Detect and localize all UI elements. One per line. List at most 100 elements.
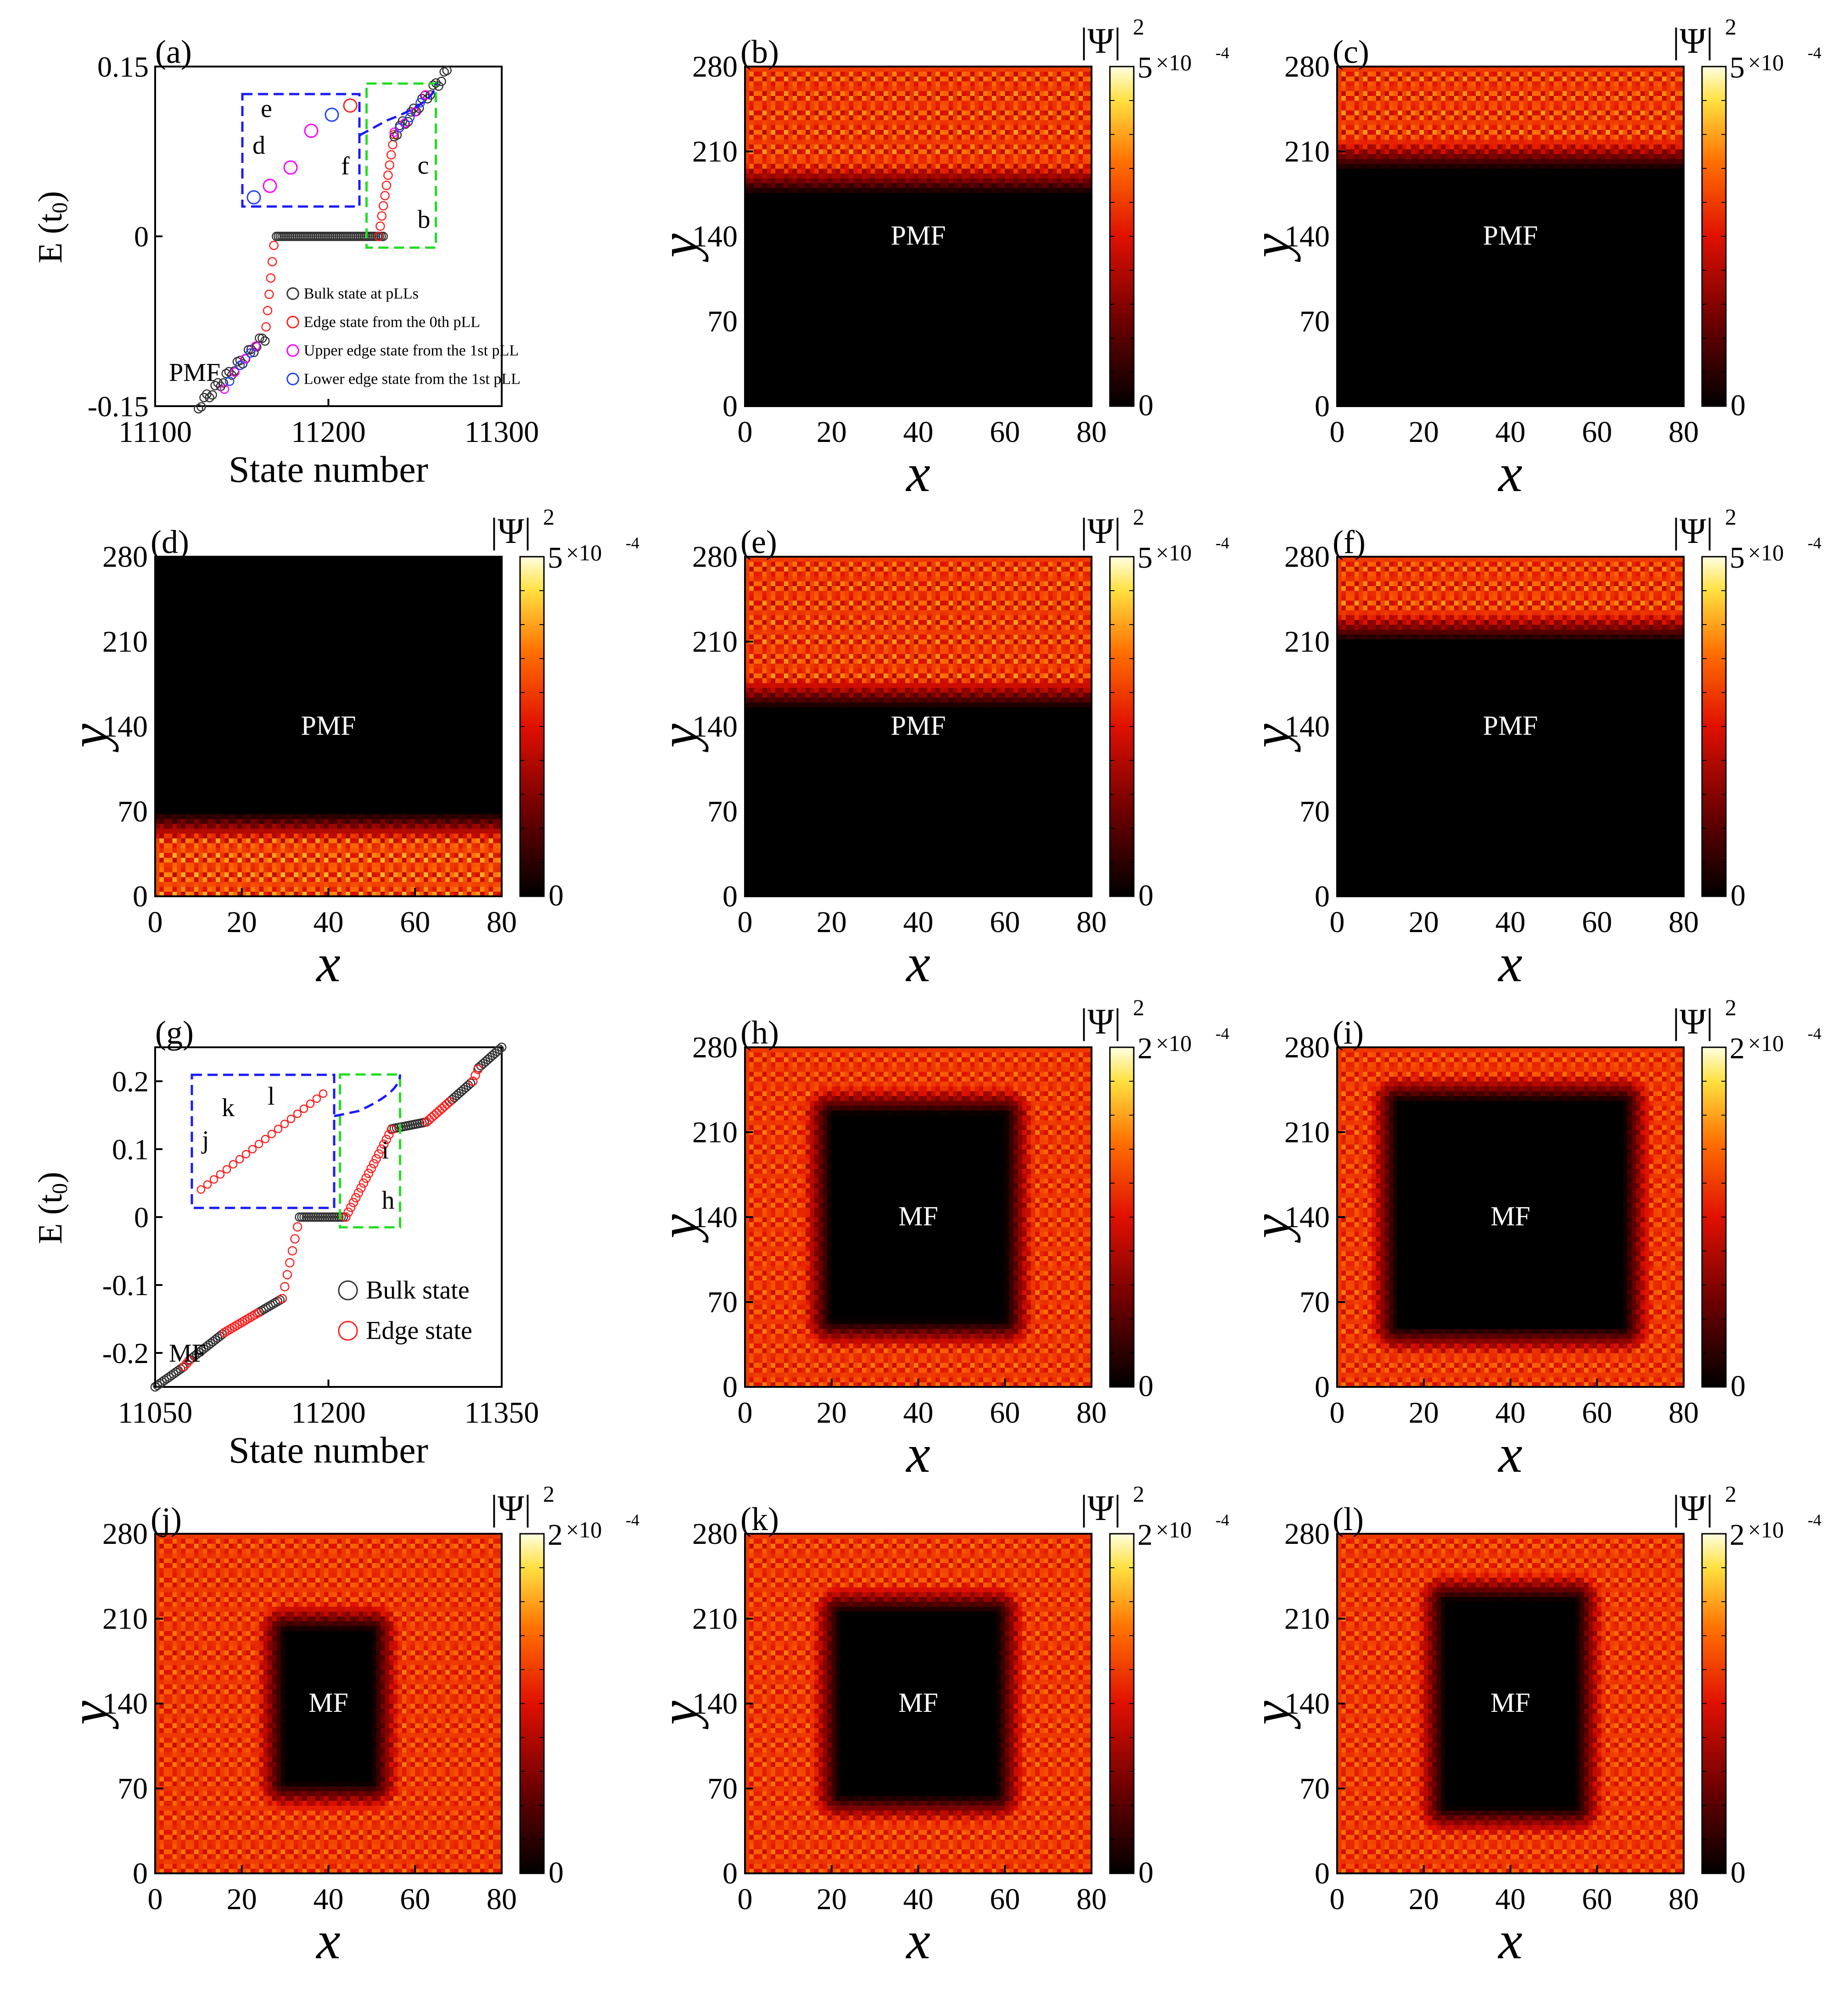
heatmap-cell: [801, 382, 806, 387]
heatmap-cell: [866, 377, 871, 382]
heatmap-cell: [758, 377, 762, 382]
heatmap-cell: [901, 382, 906, 387]
heatmap-cell: [996, 377, 1001, 382]
heatmap-cell: [1018, 377, 1023, 382]
heatmap-cell: [901, 377, 906, 382]
heatmap-cell: [935, 377, 940, 382]
heatmap-cell: [910, 391, 914, 397]
heatmap-cell: [996, 397, 1001, 402]
heatmap-cell: [788, 397, 793, 402]
heatmap-cell: [962, 382, 966, 387]
heatmap-cell: [923, 377, 927, 382]
heatmap-cell: [1074, 397, 1079, 402]
heatmap-cell: [780, 382, 784, 387]
y-tick-label: 0.2: [112, 1065, 149, 1098]
heatmap-cell: [871, 397, 875, 402]
heatmap-cell: [1040, 377, 1044, 382]
heatmap-cell: [1009, 387, 1014, 392]
heatmap-cell: [949, 391, 953, 397]
heatmap-cell: [849, 387, 854, 392]
heatmap-cell: [1057, 387, 1062, 392]
heatmap-cell: [862, 372, 867, 377]
heatmap-cell: [875, 372, 879, 377]
x-tick-label: 11050: [118, 1396, 193, 1430]
heatmap-cell: [754, 387, 758, 392]
heatmap-cell: [1083, 382, 1087, 387]
heatmap-cell: [767, 387, 771, 392]
heatmap-cell: [818, 391, 823, 397]
legend-label: Lower edge state from the 1st pLL: [304, 371, 521, 388]
heatmap-cell: [970, 387, 975, 392]
heatmap-cell: [944, 387, 949, 392]
heatmap-cell: [931, 387, 936, 392]
heatmap-cell: [1018, 387, 1023, 392]
heatmap-cell: [966, 397, 970, 402]
heatmap-cell: [1070, 391, 1075, 397]
heatmap-cell: [806, 372, 810, 377]
heatmap-cell: [866, 382, 871, 387]
heatmap-cell: [884, 377, 888, 382]
heatmap-cell: [957, 377, 962, 382]
heatmap-cell: [1079, 387, 1083, 392]
heatmap-cell: [784, 387, 789, 392]
heatmap-cell: [1035, 382, 1040, 387]
heatmap-cell: [1031, 377, 1036, 382]
legend-label: Bulk state: [366, 1276, 470, 1305]
heatmap-cell: [771, 377, 776, 382]
heatmap-cell: [927, 382, 931, 387]
heatmap-cell: [962, 372, 966, 377]
heatmap-cell: [762, 387, 767, 392]
heatmap-cell: [871, 377, 875, 382]
heatmap-cell: [771, 382, 776, 387]
heatmap-cell: [775, 377, 780, 382]
heatmap-cell: [767, 397, 771, 402]
heatmap-cell: [983, 372, 988, 377]
heatmap-cell: [884, 387, 888, 392]
heatmap-cell: [780, 387, 784, 392]
heatmap-cell: [949, 387, 953, 392]
heatmap-cell: [767, 382, 771, 387]
heatmap-cell: [780, 391, 784, 397]
heatmap-cell: [754, 382, 758, 387]
heatmap-cell: [1048, 377, 1053, 382]
heatmap-cell: [823, 397, 828, 402]
heatmap-cell: [888, 377, 892, 382]
heatmap-cell: [754, 372, 758, 377]
heatmap-cell: [758, 382, 762, 387]
heatmap-cell: [940, 377, 945, 382]
heatmap-cell: [810, 387, 815, 392]
heatmap-cell: [992, 382, 997, 387]
heatmap-cell: [1022, 382, 1027, 387]
heatmap-cell: [914, 377, 918, 382]
heatmap-cell: [827, 382, 832, 387]
heatmap-cell: [988, 377, 992, 382]
heatmap-cell: [927, 377, 931, 382]
heatmap-cell: [988, 387, 992, 392]
heatmap-cell: [1083, 397, 1087, 402]
heatmap-cell: [905, 372, 910, 377]
heatmap-cell: [1065, 387, 1070, 392]
heatmap-cell: [1014, 387, 1018, 392]
heatmap-cell: [767, 391, 771, 397]
heatmap-cell: [935, 397, 940, 402]
heatmap-cell: [992, 387, 997, 392]
state-label-lower: b: [418, 206, 431, 234]
heatmap-cell: [810, 382, 815, 387]
heatmap-cell: [944, 382, 949, 387]
heatmap-cell: [827, 391, 832, 397]
heatmap-cell: [979, 382, 984, 387]
heatmap-cell: [1005, 387, 1009, 392]
heatmap-cell: [840, 382, 845, 387]
heatmap-cell: [879, 382, 884, 387]
field-label: PMF: [169, 358, 220, 387]
heatmap-cell: [962, 391, 966, 397]
heatmap-cell: [771, 387, 776, 392]
heatmap-cell: [896, 391, 901, 397]
heatmap-cell: [806, 391, 810, 397]
heatmap-cell: [944, 372, 949, 377]
heatmap-cell: [957, 391, 962, 397]
heatmap-cell: [853, 397, 858, 402]
heatmap-cell: [1061, 397, 1066, 402]
heatmap-cell: [931, 391, 936, 397]
